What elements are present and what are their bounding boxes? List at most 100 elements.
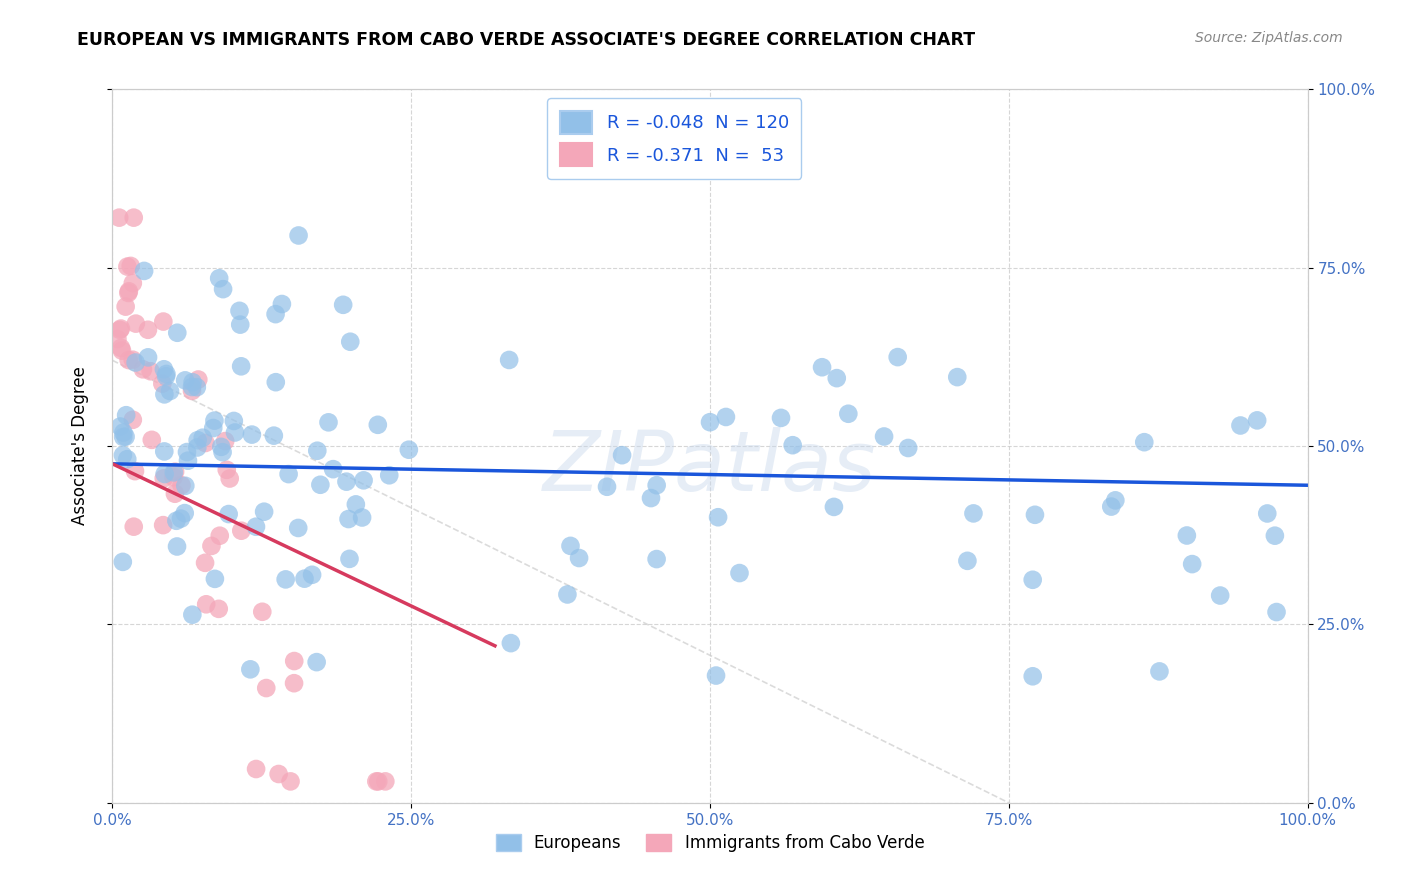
Point xyxy=(307,443,329,458)
Point xyxy=(204,572,226,586)
Point xyxy=(136,323,159,337)
Point xyxy=(141,433,163,447)
Point xyxy=(153,467,176,481)
Text: ZIPatlas: ZIPatlas xyxy=(543,427,877,508)
Point xyxy=(374,774,396,789)
Point xyxy=(163,487,186,501)
Point xyxy=(283,676,305,690)
Point xyxy=(274,573,297,587)
Point xyxy=(108,323,131,337)
Point xyxy=(367,417,389,432)
Point xyxy=(152,518,174,533)
Point xyxy=(1024,508,1046,522)
Point xyxy=(962,507,984,521)
Point xyxy=(181,380,204,394)
Point xyxy=(280,774,302,789)
Point xyxy=(560,539,582,553)
Point xyxy=(782,438,804,452)
Point xyxy=(1256,507,1278,521)
Point xyxy=(170,478,193,492)
Point xyxy=(229,318,252,332)
Point xyxy=(956,554,979,568)
Point xyxy=(136,351,159,365)
Point xyxy=(714,409,737,424)
Point xyxy=(1209,589,1232,603)
Point xyxy=(112,430,135,444)
Point xyxy=(124,355,146,369)
Point xyxy=(115,408,138,422)
Point xyxy=(946,370,969,384)
Point xyxy=(239,662,262,676)
Point xyxy=(1229,418,1251,433)
Point xyxy=(264,307,287,321)
Point xyxy=(153,362,176,376)
Point xyxy=(202,421,225,435)
Point xyxy=(837,407,859,421)
Point xyxy=(152,471,174,485)
Point xyxy=(200,539,222,553)
Point xyxy=(254,681,277,695)
Point xyxy=(287,228,309,243)
Point xyxy=(301,567,323,582)
Point xyxy=(117,452,139,467)
Point xyxy=(134,264,156,278)
Point xyxy=(322,462,344,476)
Point xyxy=(378,468,401,483)
Point xyxy=(245,762,267,776)
Point xyxy=(110,341,132,355)
Point xyxy=(150,376,173,391)
Point xyxy=(122,211,145,225)
Point xyxy=(125,317,148,331)
Point xyxy=(305,655,328,669)
Legend: Europeans, Immigrants from Cabo Verde: Europeans, Immigrants from Cabo Verde xyxy=(489,827,931,859)
Point xyxy=(181,376,204,390)
Point xyxy=(155,369,177,384)
Point xyxy=(1265,605,1288,619)
Point xyxy=(114,430,136,444)
Point xyxy=(187,434,209,448)
Point xyxy=(337,512,360,526)
Point xyxy=(122,519,145,533)
Point xyxy=(231,359,253,374)
Point xyxy=(287,521,309,535)
Point xyxy=(132,362,155,376)
Point xyxy=(1264,529,1286,543)
Point xyxy=(214,434,236,448)
Point xyxy=(1149,665,1171,679)
Point xyxy=(218,471,240,485)
Point xyxy=(886,350,908,364)
Point xyxy=(139,364,162,378)
Point xyxy=(204,414,226,428)
Point xyxy=(110,419,132,434)
Point xyxy=(873,429,896,443)
Point xyxy=(215,463,238,477)
Point xyxy=(823,500,845,514)
Point xyxy=(186,441,208,455)
Point xyxy=(208,529,231,543)
Point xyxy=(111,343,134,358)
Point xyxy=(596,480,619,494)
Point xyxy=(173,506,195,520)
Point xyxy=(228,303,250,318)
Point xyxy=(195,597,218,611)
Point xyxy=(253,505,276,519)
Point xyxy=(1181,557,1204,571)
Point xyxy=(699,415,721,429)
Point xyxy=(271,297,294,311)
Point xyxy=(112,425,135,440)
Point xyxy=(277,467,299,482)
Point xyxy=(212,282,235,296)
Point xyxy=(121,413,143,427)
Point xyxy=(107,332,129,346)
Point xyxy=(187,372,209,386)
Y-axis label: Associate's Degree: Associate's Degree xyxy=(70,367,89,525)
Point xyxy=(153,444,176,458)
Point xyxy=(208,602,231,616)
Point xyxy=(176,445,198,459)
Point xyxy=(108,211,131,225)
Point xyxy=(1104,493,1126,508)
Point xyxy=(245,519,267,533)
Point xyxy=(224,425,246,440)
Point xyxy=(557,587,579,601)
Point xyxy=(111,555,134,569)
